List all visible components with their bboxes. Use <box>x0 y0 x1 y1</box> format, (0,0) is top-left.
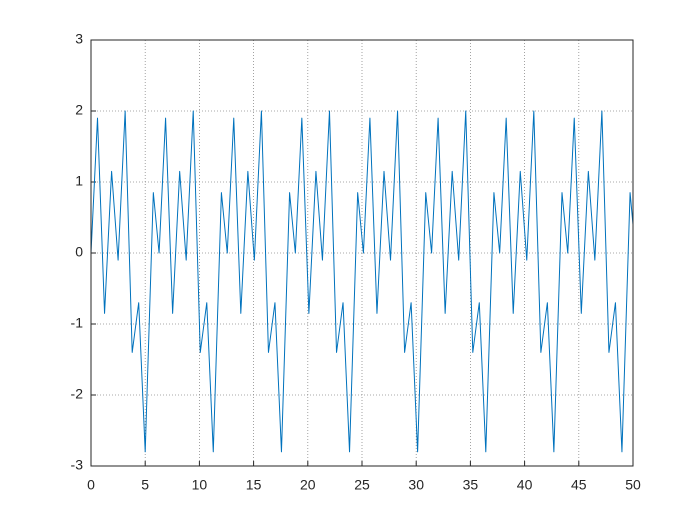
x-tick-label: 25 <box>354 477 370 493</box>
x-tick-label: 35 <box>463 477 479 493</box>
axes-box <box>90 39 634 467</box>
x-tick-label: 40 <box>517 477 533 493</box>
x-tick-label: 20 <box>300 477 316 493</box>
x-tick-label: 0 <box>87 477 95 493</box>
y-tick-label: -3 <box>71 457 84 473</box>
y-tick-label: -1 <box>71 315 84 331</box>
y-tick-label: 2 <box>75 102 83 118</box>
y-tick-label: 1 <box>75 173 83 189</box>
x-tick-label: 30 <box>408 477 424 493</box>
x-tick-label: 45 <box>571 477 587 493</box>
x-tick-label: 10 <box>192 477 208 493</box>
y-tick-label: 0 <box>75 244 83 260</box>
plot-area: 0 5 10 15 20 25 30 35 40 45 50 -3 -2 -1 0 1 2 3 <box>71 31 641 493</box>
y-tick-label: -2 <box>71 386 84 402</box>
data-line <box>90 110 634 453</box>
x-tick-label: 5 <box>141 477 149 493</box>
x-tick-label: 15 <box>246 477 262 493</box>
x-tick-label: 50 <box>625 477 641 493</box>
y-tick-label: 3 <box>75 31 83 47</box>
